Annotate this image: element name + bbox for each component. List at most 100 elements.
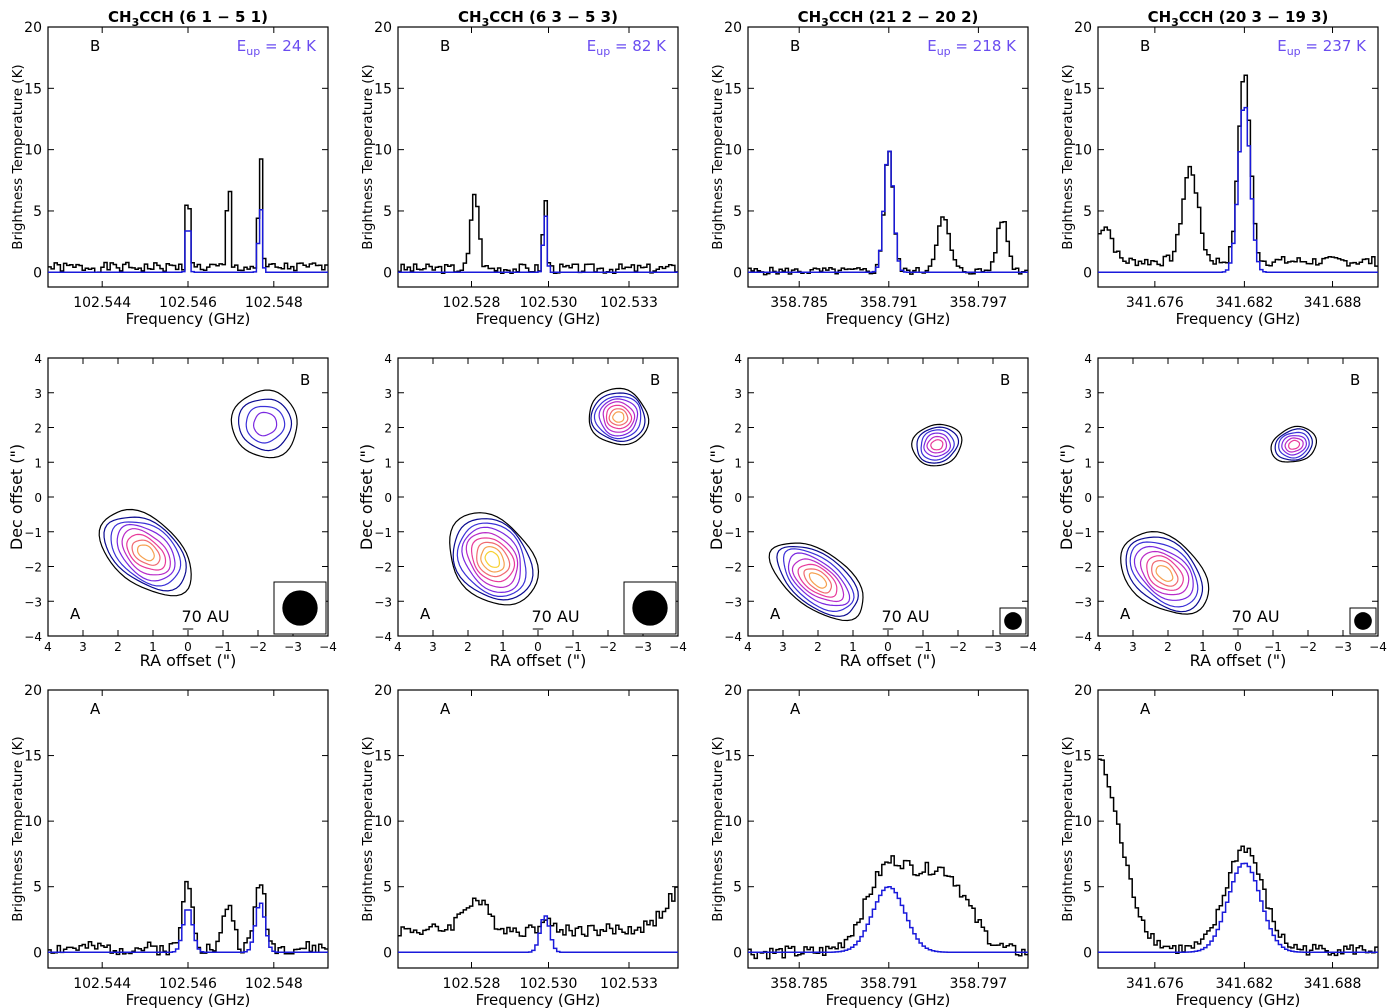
contour-A [1120,530,1210,615]
y-tick-label: −3 [374,595,392,609]
contour-B [1281,435,1308,456]
eup-label: Eup = 24 K [237,37,317,58]
x-tick-label: −4 [319,640,337,654]
x-tick-label: 2 [814,640,822,654]
panel-title: CH3CCH (20 3 − 19 3) [1148,8,1329,29]
scalebar-label: 70 AU [881,607,929,626]
contour-A [480,545,505,573]
model-spectrum [48,209,328,274]
y-tick-label: 5 [733,204,742,220]
y-tick-label: 15 [24,81,42,97]
x-tick-label: 341.676 [1126,976,1184,992]
source-label: A [1140,700,1151,718]
contour-A [461,526,521,594]
contour-B [252,411,278,437]
x-tick-label: 4 [744,640,752,654]
y-tick-label: 4 [34,352,42,366]
x-tick-label: 4 [44,640,52,654]
contour-A [768,542,864,622]
y-tick-label: 0 [384,491,392,505]
x-tick-label: 2 [1164,640,1172,654]
x-tick-label: −3 [984,640,1002,654]
contour-A [1151,559,1179,587]
observed-spectrum [398,886,678,937]
x-tick-label: 341.682 [1215,976,1273,992]
x-tick-label: 358.797 [949,976,1007,992]
eup-label: Eup = 237 K [1277,37,1367,58]
x-tick-label: −1 [1264,640,1282,654]
contour-B [605,404,633,430]
source-label: B [440,37,450,55]
y-tick-label: 20 [724,683,742,699]
y-tick-label: 0 [733,265,742,281]
y-tick-label: 15 [1074,749,1092,765]
model-spectrum [48,902,328,954]
axes-frame [47,26,329,288]
y-tick-label: 0 [733,945,742,961]
contour-A [98,508,192,597]
y-axis-label: Brightness Temperature (K) [360,64,376,249]
source-label: B [790,37,800,55]
source-label: A [440,700,451,718]
y-tick-label: 0 [734,491,742,505]
y-tick-label: 15 [374,81,392,97]
y-tick-label: 0 [1084,491,1092,505]
x-tick-label: 358.797 [949,295,1007,311]
contour-A [131,539,161,566]
y-tick-label: 2 [734,422,742,436]
x-tick-label: −4 [1019,640,1037,654]
axes-frame [747,689,1029,969]
y-tick-label: 10 [1074,143,1092,159]
x-tick-label: −2 [1299,640,1317,654]
x-axis-label: Frequency (GHz) [126,310,251,328]
y-axis-label: Dec offset (") [357,444,376,550]
y-tick-label: 5 [383,880,392,896]
x-axis-label: Frequency (GHz) [826,991,951,1008]
y-tick-label: 20 [24,20,42,36]
contour-A [1146,555,1184,591]
contour-B [1274,428,1313,461]
contour-B [920,429,955,461]
source-label: B [1140,37,1150,55]
x-tick-label: −1 [214,640,232,654]
source-label-B: B [1000,371,1010,389]
source-label-B: B [650,371,660,389]
observed-spectrum [398,193,678,275]
x-tick-label: 0 [534,640,542,654]
contour-B [612,411,625,423]
observed-spectrum [48,880,328,956]
panel-title: CH3CCH (6 3 − 5 3) [458,8,618,29]
axes-frame [397,26,679,288]
y-tick-label: −4 [724,630,742,644]
y-axis-label: Brightness Temperature (K) [10,736,26,921]
y-axis-label: Brightness Temperature (K) [360,736,376,921]
y-tick-label: −4 [24,630,42,644]
contour-A [797,563,838,598]
y-tick-label: 20 [1074,20,1092,36]
x-tick-label: −1 [914,640,932,654]
beam-ellipse [632,590,668,626]
contour-A [791,558,845,603]
y-tick-label: 15 [374,749,392,765]
y-tick-label: 3 [384,387,392,401]
y-tick-label: 2 [34,422,42,436]
source-label: B [90,37,100,55]
x-tick-label: 3 [429,640,437,654]
x-axis-label: Frequency (GHz) [1176,991,1301,1008]
axes-frame [1097,689,1379,969]
x-tick-label: 102.544 [73,976,131,992]
y-tick-label: 3 [1084,387,1092,401]
y-tick-label: 0 [383,945,392,961]
y-tick-label: 4 [734,352,742,366]
x-tick-label: 1 [149,640,157,654]
axes-frame [747,26,1029,288]
source-label-A: A [420,605,431,623]
contour-A [465,531,519,589]
contour-B [602,401,636,433]
